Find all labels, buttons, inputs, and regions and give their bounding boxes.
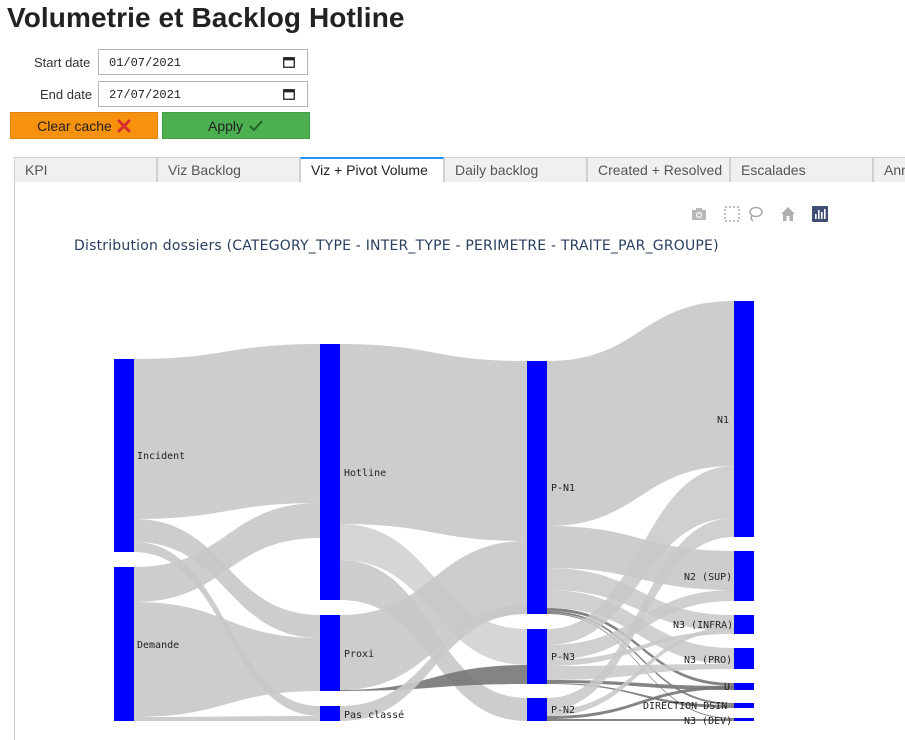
tab-label: KPI bbox=[25, 162, 48, 178]
chart-title: Distribution dossiers (CATEGORY_TYPE - I… bbox=[74, 238, 719, 254]
sankey-node-label: Hotline bbox=[344, 468, 386, 479]
sankey-link[interactable] bbox=[547, 466, 734, 645]
sankey-link[interactable] bbox=[547, 627, 734, 716]
sankey-node[interactable] bbox=[320, 344, 340, 600]
sankey-link[interactable] bbox=[547, 631, 734, 666]
sankey-links bbox=[134, 301, 734, 721]
sankey-link[interactable] bbox=[134, 602, 320, 717]
start-date-value: 01/07/2021 bbox=[109, 56, 182, 70]
sankey-link[interactable] bbox=[547, 611, 734, 705]
sankey-link[interactable] bbox=[547, 568, 734, 631]
end-date-label: End date bbox=[40, 87, 93, 102]
tab-created-resolved[interactable]: Created + Resolved bbox=[587, 157, 730, 183]
sankey-node[interactable] bbox=[114, 567, 134, 721]
camera-icon[interactable] bbox=[690, 205, 708, 223]
sankey-node-label: P-N1 bbox=[551, 483, 575, 494]
sankey-link[interactable] bbox=[547, 719, 734, 721]
tab-label: Created + Resolved bbox=[598, 162, 723, 178]
sankey-node-label: Incident bbox=[137, 451, 185, 462]
sankey-node-label: N1 bbox=[717, 415, 729, 426]
sankey-node[interactable] bbox=[734, 703, 754, 708]
sankey-link[interactable] bbox=[547, 301, 734, 526]
home-icon[interactable] bbox=[779, 205, 797, 223]
sankey-node[interactable] bbox=[734, 615, 754, 634]
sankey-node-label: DIRECTION DSIN bbox=[643, 701, 727, 712]
sankey-link[interactable] bbox=[340, 344, 527, 541]
tab-kpi[interactable]: KPI bbox=[14, 157, 157, 183]
sankey-node-label: U bbox=[724, 682, 730, 693]
calendar-icon[interactable] bbox=[283, 56, 295, 68]
tab-daily-backlog[interactable]: Daily backlog bbox=[444, 157, 587, 183]
sankey-link[interactable] bbox=[547, 518, 734, 710]
tab-label: Escalades bbox=[741, 162, 806, 178]
tab-label: Viz Backlog bbox=[168, 162, 241, 178]
sankey-node-label: N3 (DEV) bbox=[684, 716, 732, 727]
sankey-link[interactable] bbox=[134, 344, 320, 519]
sankey-link[interactable] bbox=[547, 683, 734, 708]
sankey-node-label: N3 (INFRA) bbox=[673, 620, 733, 631]
sankey-node-label: Pas classé bbox=[344, 709, 404, 721]
sankey-node[interactable] bbox=[734, 648, 754, 669]
sankey-node[interactable] bbox=[734, 683, 754, 690]
sankey-link[interactable] bbox=[134, 716, 320, 721]
tab-viz-pivot-volume[interactable]: Viz + Pivot Volume bbox=[300, 157, 444, 183]
lasso-select-icon[interactable] bbox=[746, 205, 764, 223]
tab-bar: KPI Viz Backlog Viz + Pivot Volume Daily… bbox=[14, 157, 905, 183]
sankey-link[interactable] bbox=[134, 503, 320, 602]
sankey-link[interactable] bbox=[547, 590, 734, 660]
sankey-link[interactable] bbox=[134, 519, 320, 638]
sankey-node-label: Proxi bbox=[344, 649, 374, 660]
end-date-value: 27/07/2021 bbox=[109, 88, 182, 102]
calendar-icon[interactable] bbox=[283, 88, 295, 100]
sankey-node[interactable] bbox=[527, 361, 547, 614]
sankey-node[interactable] bbox=[734, 551, 754, 601]
sankey-node[interactable] bbox=[734, 301, 754, 537]
start-date-input[interactable]: 01/07/2021 bbox=[98, 49, 308, 75]
apply-button[interactable]: Apply bbox=[162, 112, 310, 139]
sankey-node[interactable] bbox=[527, 698, 547, 721]
tab-label: Viz + Pivot Volume bbox=[311, 162, 428, 178]
sankey-node-label: N3 (PRO) bbox=[684, 655, 732, 666]
sankey-node[interactable] bbox=[527, 629, 547, 684]
tab-ann[interactable]: Ann bbox=[873, 157, 905, 183]
start-date-label: Start date bbox=[34, 55, 91, 70]
sankey-node[interactable] bbox=[320, 706, 340, 721]
sankey-node-label: Demande bbox=[137, 640, 179, 651]
plotly-logo-icon[interactable] bbox=[811, 205, 829, 223]
box-select-icon[interactable] bbox=[723, 205, 741, 223]
clear-cache-label: Clear cache bbox=[37, 117, 112, 134]
tab-viz-backlog[interactable]: Viz Backlog bbox=[157, 157, 300, 183]
sankey-node[interactable] bbox=[320, 615, 340, 691]
tab-label: Daily backlog bbox=[455, 162, 539, 178]
sankey-link[interactable] bbox=[340, 665, 527, 691]
sankey-link[interactable] bbox=[340, 541, 527, 690]
tab-escalades[interactable]: Escalades bbox=[730, 157, 873, 183]
apply-label: Apply bbox=[207, 117, 244, 134]
sankey-node-label: N2 (SUP) bbox=[684, 572, 732, 583]
page-title: Volumetrie et Backlog Hotline bbox=[7, 2, 405, 33]
sankey-link[interactable] bbox=[340, 604, 527, 721]
sankey-node[interactable] bbox=[734, 718, 754, 721]
cross-icon bbox=[117, 119, 131, 132]
sankey-node[interactable] bbox=[114, 359, 134, 552]
sankey-node-label: P-N2 bbox=[551, 705, 575, 716]
clear-cache-button[interactable]: Clear cache bbox=[10, 112, 158, 139]
end-date-input[interactable]: 27/07/2021 bbox=[98, 81, 308, 107]
sankey-link[interactable] bbox=[547, 686, 734, 719]
tab-label: Ann bbox=[884, 162, 905, 178]
checkmark-icon bbox=[249, 119, 263, 131]
sankey-nodes: Incident Demande Hotline Proxi Pas classé P-N… bbox=[114, 301, 754, 727]
sankey-node-label: P-N3 bbox=[551, 652, 575, 663]
